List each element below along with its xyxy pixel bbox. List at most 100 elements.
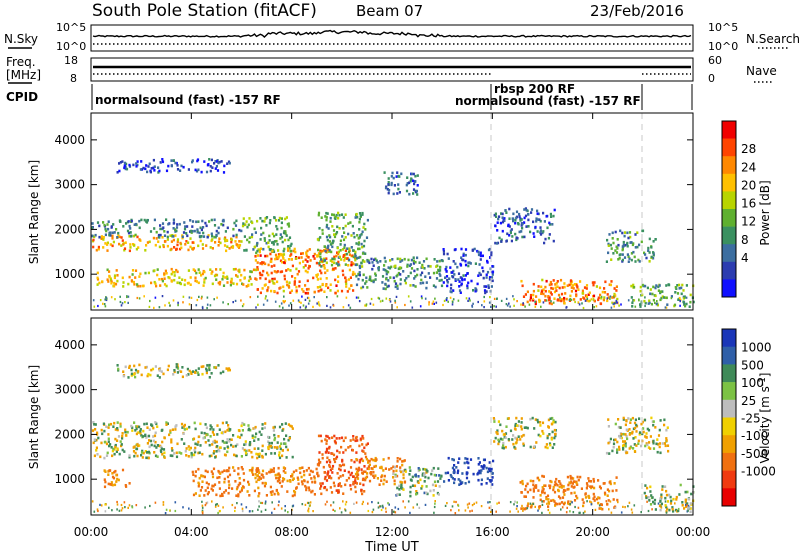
echo-cell [539, 233, 543, 236]
echo-cell [531, 416, 534, 420]
echo-cell [132, 234, 135, 238]
echo-cell [554, 286, 557, 290]
echo-cell [548, 233, 551, 236]
echo-cell [421, 265, 424, 269]
echo-cell [200, 228, 203, 232]
echo-cell [128, 224, 131, 228]
echo-cell [268, 445, 271, 448]
echo-cell [170, 447, 174, 450]
echo-cell [433, 473, 436, 477]
echo-cell [163, 456, 166, 459]
echo-cell [367, 465, 370, 468]
echo-cell [442, 248, 445, 251]
sky-tick-bottom: 10^0 [56, 40, 86, 53]
echo-cell [226, 275, 229, 279]
echo-cell [629, 418, 632, 421]
echo-cell [257, 494, 260, 498]
echo-cell [583, 286, 587, 289]
echo-cell [532, 479, 535, 483]
echo-cell [213, 439, 216, 443]
echo-cell [337, 216, 340, 220]
echo-cell [586, 484, 589, 487]
ground-scatter-cell [644, 304, 646, 308]
echo-cell [569, 294, 572, 298]
power-tick-label: 16 [741, 197, 756, 211]
ground-scatter-cell [108, 506, 110, 509]
ground-scatter-cell [381, 299, 384, 302]
echo-cell [566, 488, 569, 491]
echo-cell [226, 162, 229, 165]
echo-cell [270, 493, 273, 496]
x-tick-label: 08:00 [274, 525, 309, 539]
echo-cell [355, 482, 358, 485]
echo-cell [166, 422, 169, 425]
echo-cell [292, 249, 295, 253]
echo-cell [539, 424, 542, 427]
echo-cell [286, 283, 289, 287]
ground-scatter-cell [264, 502, 267, 505]
echo-cell [219, 371, 222, 375]
ground-scatter-cell [149, 299, 151, 303]
echo-cell [663, 423, 666, 427]
echo-cell [161, 158, 164, 161]
echo-cell [305, 488, 308, 492]
echo-cell [175, 268, 178, 272]
ground-scatter-cell [385, 510, 387, 513]
echo-cell [121, 434, 124, 438]
echo-cell [227, 480, 230, 483]
echo-cell [111, 244, 114, 248]
echo-cell [483, 464, 486, 467]
echo-cell [117, 234, 120, 238]
echo-cell [202, 436, 205, 440]
echo-cell [213, 366, 216, 369]
echo-cell [103, 456, 106, 460]
echo-cell [668, 283, 671, 287]
echo-cell [641, 420, 644, 424]
search-tick-top: 10^5 [708, 21, 738, 34]
echo-cell [414, 174, 417, 178]
echo-cell [213, 235, 216, 239]
echo-cell [519, 438, 522, 441]
power-tick-label: 24 [741, 160, 756, 174]
echo-cell [139, 429, 142, 433]
echo-cell [380, 479, 383, 482]
echo-cell [123, 166, 126, 170]
echo-cell [617, 418, 620, 421]
echo-cell [205, 244, 208, 247]
echo-cell [237, 483, 240, 487]
echo-cell [648, 299, 651, 303]
x-tick-label: 00:00 [74, 525, 109, 539]
echo-cell [410, 267, 414, 270]
echo-cell [254, 255, 257, 258]
echo-cell [357, 247, 360, 251]
echo-cell [361, 252, 365, 255]
echo-cell [193, 453, 196, 457]
echo-cell [280, 270, 284, 273]
echo-cell [253, 447, 256, 450]
echo-cell [331, 467, 334, 470]
echo-cell [361, 265, 364, 268]
echo-cell [564, 292, 567, 295]
echo-cell [621, 248, 624, 252]
echo-cell [319, 277, 322, 281]
echo-cell [224, 276, 227, 279]
echo-cell [318, 451, 321, 454]
echo-cell [354, 256, 357, 260]
ground-scatter-cell [154, 296, 157, 299]
echo-cell [511, 438, 514, 441]
echo-cell [603, 287, 606, 290]
echo-cell [335, 455, 339, 459]
ground-scatter-cell [219, 509, 221, 513]
echo-cell [222, 275, 225, 278]
echo-cell [237, 467, 240, 470]
echo-cell [656, 443, 660, 446]
echo-cell [593, 486, 596, 490]
ground-scatter-cell [177, 304, 179, 307]
echo-cell [633, 421, 637, 425]
echo-cell [113, 452, 116, 456]
echo-cell [495, 431, 498, 434]
echo-cell [259, 247, 262, 250]
echo-cell [325, 225, 328, 229]
echo-cell [324, 247, 327, 251]
echo-cell [622, 444, 625, 447]
